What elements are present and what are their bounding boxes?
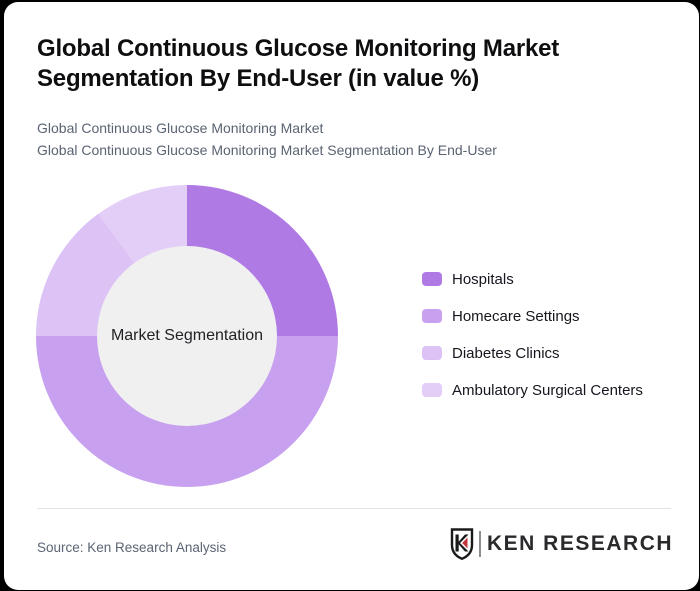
subtitle-block: Global Continuous Glucose Monitoring Mar…: [37, 117, 497, 161]
legend-label-diabetes-clinics: Diabetes Clinics: [452, 344, 560, 362]
source-text: Source: Ken Research Analysis: [37, 540, 227, 555]
page-title: Global Continuous Glucose Monitoring Mar…: [37, 35, 560, 92]
legend-swatch-hospitals: [422, 272, 442, 286]
chart-card: Global Continuous Glucose Monitoring Mar…: [4, 2, 699, 590]
legend-item-hospitals: Hospitals: [422, 268, 643, 290]
ken-research-logo: KEN RESEARCH: [450, 526, 673, 562]
subtitle-line-2: Global Continuous Glucose Monitoring Mar…: [37, 142, 497, 158]
legend-item-homecare-settings: Homecare Settings: [422, 305, 643, 327]
legend-swatch-ambulatory-surgical-centers: [422, 383, 442, 397]
donut-chart: Market Segmentation: [36, 185, 338, 487]
legend-label-homecare-settings: Homecare Settings: [452, 307, 580, 325]
subtitle-line-1: Global Continuous Glucose Monitoring Mar…: [37, 120, 324, 136]
logo-shield-icon: [450, 528, 474, 560]
chart-legend: Hospitals Homecare Settings Diabetes Cli…: [422, 268, 643, 416]
footer-divider: [37, 508, 671, 509]
legend-swatch-homecare-settings: [422, 309, 442, 323]
donut-hole: Market Segmentation: [97, 246, 277, 426]
logo-wordmark: KEN RESEARCH: [487, 532, 674, 555]
legend-item-diabetes-clinics: Diabetes Clinics: [422, 342, 643, 364]
donut-center-label: Market Segmentation: [110, 327, 264, 344]
legend-item-ambulatory-surgical-centers: Ambulatory Surgical Centers: [422, 379, 643, 401]
legend-label-ambulatory-surgical-centers: Ambulatory Surgical Centers: [452, 381, 643, 399]
logo-divider: [479, 531, 481, 557]
legend-label-hospitals: Hospitals: [452, 270, 514, 288]
legend-swatch-diabetes-clinics: [422, 346, 442, 360]
